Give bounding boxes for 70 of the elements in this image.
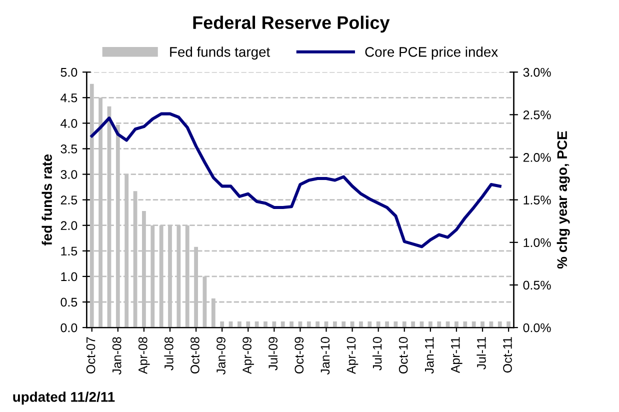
x-tick-label: Jul-08 xyxy=(164,337,174,370)
bar xyxy=(402,321,406,328)
x-tick-label: Apr-10 xyxy=(346,337,358,374)
x-tick-label: Jul-09 xyxy=(268,337,278,370)
legend-label: Fed funds target xyxy=(170,46,270,60)
x-tick-label: Apr-08 xyxy=(138,337,150,374)
x-tick-label: Oct-07 xyxy=(86,337,96,374)
y-tick-label: 1.0 xyxy=(61,272,78,282)
y-tick-label: 1.5 xyxy=(61,246,78,256)
bar xyxy=(342,321,346,328)
bar xyxy=(506,321,511,328)
chart-title: Federal Reserve Policy xyxy=(193,16,390,33)
bar xyxy=(385,321,389,328)
x-tick-label: Jan-09 xyxy=(216,337,226,375)
y2-tick-label: 1.0% xyxy=(524,238,551,248)
y-tick-label: 0.5 xyxy=(60,298,78,307)
y2-tick-label: 2.5% xyxy=(523,110,551,120)
x-tick-label: Jan-11 xyxy=(425,337,434,374)
x-tick-label: Oct-11 xyxy=(503,337,512,373)
y-tick-label: 4.5 xyxy=(60,94,78,102)
bar xyxy=(316,321,320,328)
bar xyxy=(437,321,442,328)
y2-tick-label: 0.0% xyxy=(523,323,551,332)
y-axis-title: fed funds rate xyxy=(42,154,52,246)
bar xyxy=(472,321,476,328)
bar xyxy=(264,321,268,328)
legend-label: Core PCE price index xyxy=(365,46,498,60)
y2-tick-label: 1.5% xyxy=(524,196,551,204)
x-tick-label: Oct-09 xyxy=(294,337,304,374)
y-tick-label: 3.5 xyxy=(60,144,78,154)
bar xyxy=(368,321,372,328)
x-tick-label: Jul-11 xyxy=(476,337,486,370)
bar xyxy=(332,321,337,328)
y-tick-label: 2.0 xyxy=(60,221,78,230)
bar xyxy=(376,321,380,328)
bar xyxy=(498,321,502,328)
bar xyxy=(306,321,311,328)
bar xyxy=(237,321,242,328)
bar xyxy=(254,321,259,328)
bar xyxy=(454,321,458,328)
bar xyxy=(489,321,494,328)
x-tick-label: Oct-08 xyxy=(190,337,200,374)
bar xyxy=(463,321,468,328)
y-tick-label: 4.0 xyxy=(60,118,78,128)
y-tick-label: 2.5 xyxy=(60,196,78,204)
bar xyxy=(220,321,224,328)
x-tick-label: Jan-10 xyxy=(320,337,330,375)
bar xyxy=(480,321,484,328)
x-tick-label: Jan-08 xyxy=(112,337,122,375)
bar xyxy=(246,321,250,328)
text: updated 11/2/11 xyxy=(13,392,115,405)
y-tick-label: 0.0 xyxy=(60,323,78,332)
bar xyxy=(411,321,416,328)
line-series xyxy=(90,112,502,248)
y2-tick-label: 2.0% xyxy=(523,153,551,162)
bar xyxy=(350,321,354,328)
bar xyxy=(280,321,285,328)
y-tick-label: 5.0 xyxy=(60,68,78,77)
x-tick-label: Oct-10 xyxy=(398,337,408,374)
x-tick-label: Apr-09 xyxy=(242,337,254,374)
y2-tick-label: 0.5% xyxy=(523,280,551,290)
x-tick-label: Apr-11 xyxy=(451,337,462,374)
y2-tick-label: 3.0% xyxy=(523,68,551,77)
bar xyxy=(428,321,432,328)
y2-axis-title: % chg year ago, PCE xyxy=(556,131,570,269)
bar xyxy=(272,321,276,328)
bar xyxy=(359,321,363,328)
x-tick-label: Jul-10 xyxy=(372,337,382,370)
y-tick-label: 3.0 xyxy=(60,170,78,179)
bar xyxy=(290,321,294,328)
